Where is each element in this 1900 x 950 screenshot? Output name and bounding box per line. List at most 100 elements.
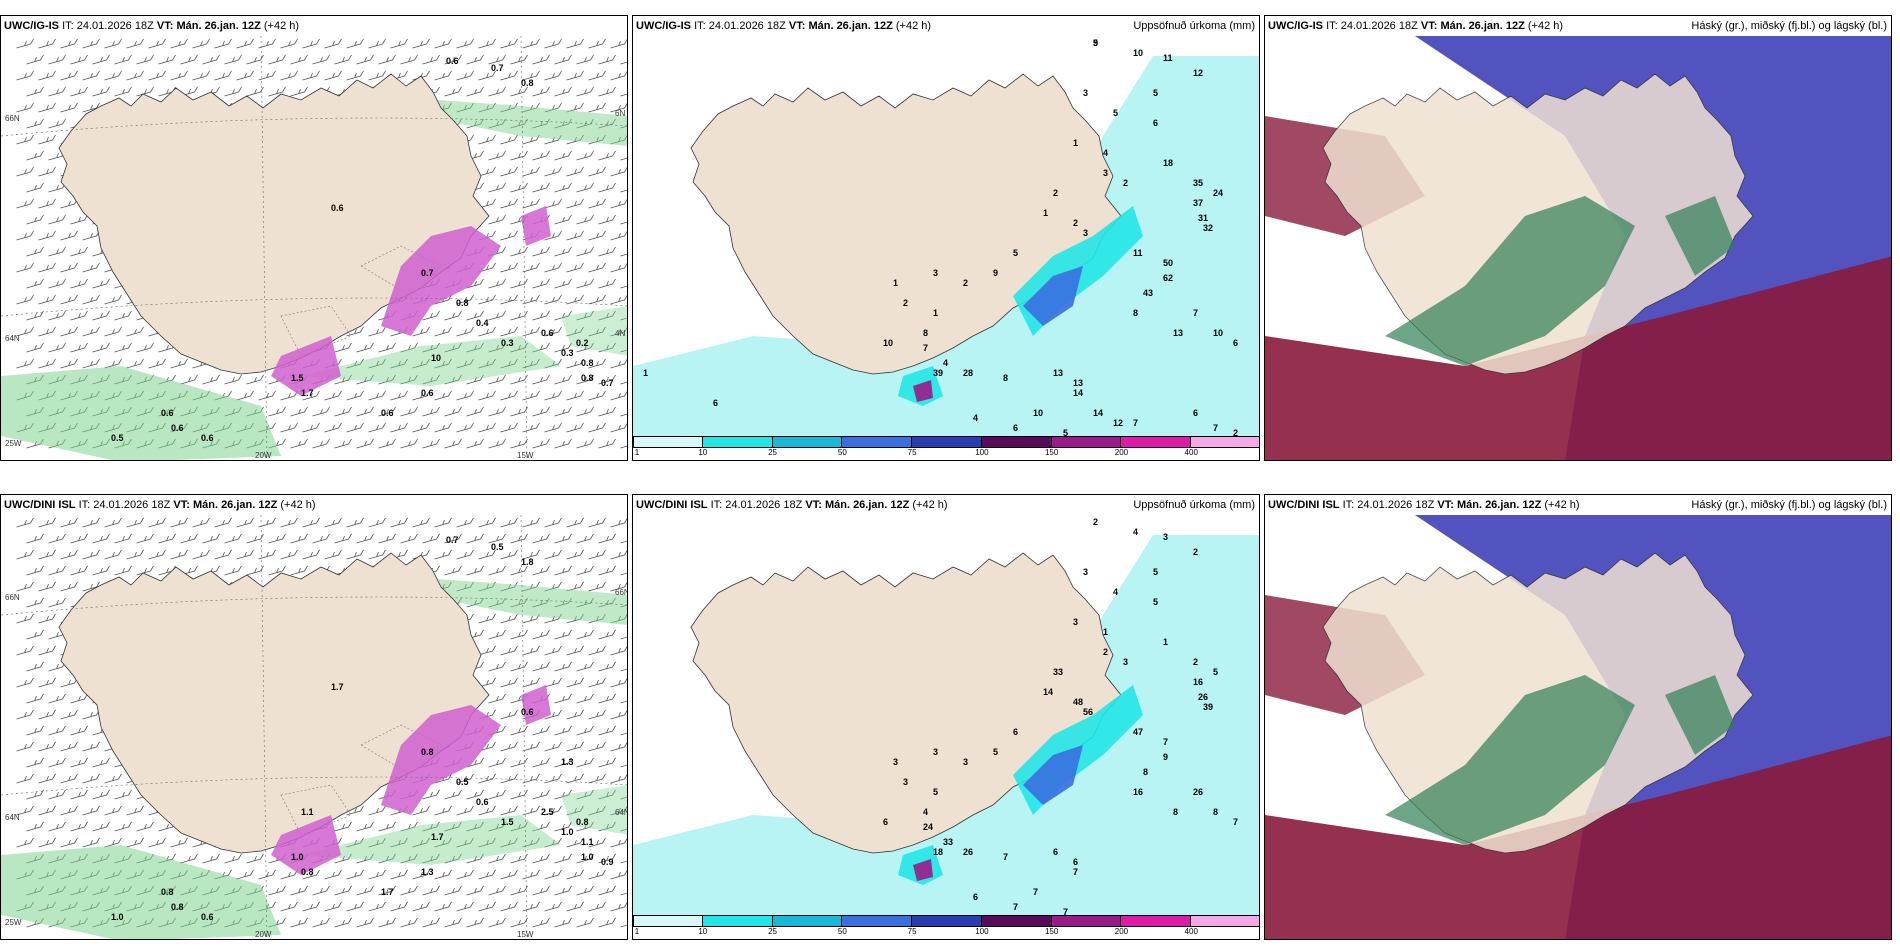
wind-barb bbox=[576, 246, 594, 257]
wind-barb bbox=[60, 294, 78, 305]
colorbar-label: 50 bbox=[837, 448, 847, 457]
model-name: UWC/DINI ISL bbox=[636, 499, 708, 511]
wind-barb bbox=[202, 533, 220, 544]
wind-barb bbox=[60, 358, 78, 369]
wind-barb bbox=[334, 374, 352, 385]
wind-barb bbox=[38, 326, 56, 337]
wind-barb bbox=[26, 725, 44, 736]
wind-barb bbox=[456, 294, 474, 305]
wind-barb bbox=[588, 677, 606, 688]
wind-barb bbox=[224, 86, 242, 97]
wind-barb bbox=[356, 342, 374, 353]
precip-light-area bbox=[561, 785, 627, 835]
wind-barb bbox=[554, 885, 572, 896]
wind-barb bbox=[610, 518, 627, 528]
wind-barb bbox=[488, 917, 506, 928]
longitude-line bbox=[260, 36, 268, 460]
wind-barb bbox=[532, 789, 550, 800]
longitude-label: 20W bbox=[255, 930, 272, 939]
wind-barb bbox=[246, 54, 264, 65]
wind-barb bbox=[38, 517, 56, 528]
wind-barb bbox=[532, 438, 550, 449]
precip-value: 1.0 bbox=[561, 827, 574, 837]
vt-label: VT: bbox=[788, 20, 806, 32]
wind-barb bbox=[544, 517, 562, 528]
longitude-label: 20W bbox=[255, 451, 272, 460]
precip-total-label: 6 bbox=[1153, 118, 1158, 128]
wind-barb bbox=[378, 533, 396, 544]
wind-barb bbox=[390, 38, 408, 49]
precip-total-label: 35 bbox=[1193, 178, 1203, 188]
colorbar-segment bbox=[702, 915, 773, 927]
latitude-label: 64N bbox=[5, 334, 20, 343]
precip-total-label: 1 bbox=[933, 308, 938, 318]
wind-barb bbox=[148, 70, 166, 81]
wind-barb bbox=[290, 406, 308, 417]
colorbar-label: 150 bbox=[1044, 927, 1059, 936]
precip-value: 0.5 bbox=[111, 433, 124, 443]
precip-value: 0.8 bbox=[301, 867, 314, 877]
wind-barb bbox=[510, 342, 528, 353]
wind-barb bbox=[136, 342, 154, 353]
wind-barb bbox=[378, 374, 396, 385]
wind-barb bbox=[280, 901, 298, 912]
wind-barb bbox=[554, 278, 572, 289]
panel-ig-is-wind: UWC/IG-IS IT: 24.01.2026 18Z VT: Mán. 26… bbox=[0, 15, 628, 461]
wind-barb bbox=[544, 549, 562, 560]
wind-barb bbox=[104, 773, 122, 784]
wind-barb bbox=[334, 821, 352, 832]
wind-barb bbox=[378, 438, 396, 449]
wind-barb bbox=[588, 517, 606, 528]
wind-barb bbox=[444, 821, 462, 832]
precip-total-label: 24 bbox=[1213, 188, 1223, 198]
map-clouds bbox=[1265, 36, 1891, 460]
wind-barb bbox=[82, 837, 100, 848]
wind-barb bbox=[92, 789, 110, 800]
wind-barb bbox=[434, 805, 452, 816]
wind-barb bbox=[510, 86, 528, 97]
wind-barb bbox=[456, 358, 474, 369]
wind-barb bbox=[356, 406, 374, 417]
precip-total-label: 5 bbox=[1153, 597, 1158, 607]
precip-total-label: 8 bbox=[1133, 308, 1138, 318]
wind-barb bbox=[38, 773, 56, 784]
wind-barb bbox=[16, 262, 34, 273]
wind-barb bbox=[588, 102, 606, 113]
wind-barb bbox=[48, 725, 66, 736]
wind-barb bbox=[500, 773, 518, 784]
wind-barb bbox=[368, 805, 386, 816]
wind-barb bbox=[488, 853, 506, 864]
wind-barb bbox=[610, 103, 627, 113]
wind-barb bbox=[26, 693, 44, 704]
wind-barb bbox=[610, 39, 627, 49]
wind-barb bbox=[26, 757, 44, 768]
wind-barb bbox=[532, 821, 550, 832]
wind-barb bbox=[576, 406, 594, 417]
precip-total-label: 2 bbox=[1053, 188, 1058, 198]
wind-barb bbox=[26, 661, 44, 672]
wind-barb bbox=[610, 774, 627, 784]
wind-barb bbox=[70, 278, 88, 289]
wind-barb bbox=[588, 709, 606, 720]
wind-barb bbox=[324, 901, 342, 912]
wind-barb bbox=[170, 837, 188, 848]
wind-barb bbox=[610, 359, 627, 369]
iceland-land bbox=[690, 552, 1122, 854]
wind-barb bbox=[258, 549, 276, 560]
precip-total-label: 11 bbox=[1163, 53, 1173, 63]
wind-barb bbox=[346, 517, 364, 528]
wind-barb bbox=[26, 533, 44, 544]
precip-total-label: 31 bbox=[1198, 213, 1208, 223]
wind-barb bbox=[532, 342, 550, 353]
cloud-high-area bbox=[1665, 196, 1735, 276]
lead-time: (+42 h) bbox=[280, 499, 316, 511]
precip-colorbar: 1 10 25 50 75 100 150 200 400 bbox=[633, 436, 1259, 460]
precip-value: 0.8 bbox=[521, 78, 534, 88]
precip-total-label: 9 bbox=[1093, 38, 1098, 48]
precip-total-label: 3 bbox=[1103, 168, 1108, 178]
wind-barb bbox=[82, 805, 100, 816]
wind-barb bbox=[510, 789, 528, 800]
wind-barb bbox=[82, 294, 100, 305]
precip-value: 0.7 bbox=[446, 535, 459, 545]
wind-barb bbox=[334, 917, 352, 928]
